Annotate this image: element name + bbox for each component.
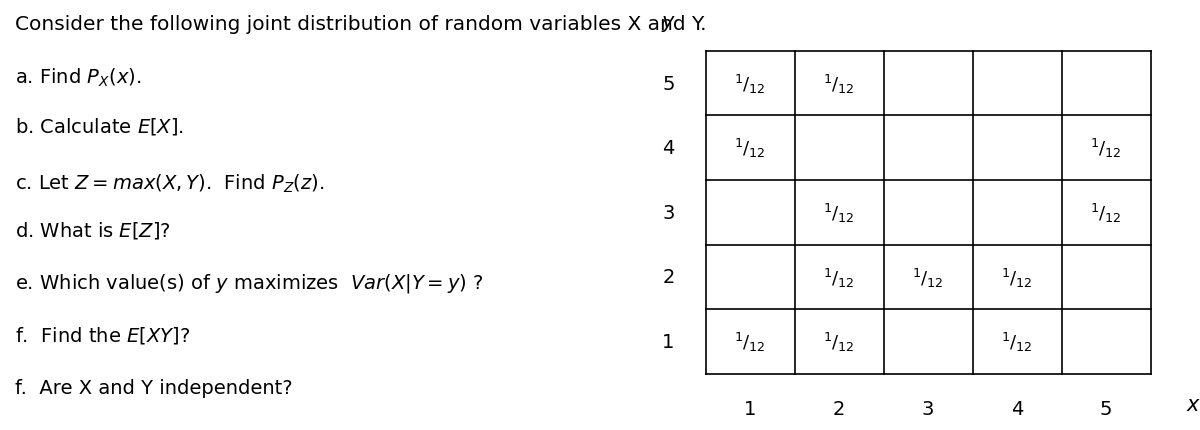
Text: $^{1}/_{12}$: $^{1}/_{12}$ [1091,137,1122,160]
Text: 5: 5 [662,74,674,93]
Text: $^{1}/_{12}$: $^{1}/_{12}$ [823,72,854,95]
Text: f.  Find the $E[XY]$?: f. Find the $E[XY]$? [14,325,190,346]
Text: $^{1}/_{12}$: $^{1}/_{12}$ [912,266,944,289]
Text: $^{1}/_{12}$: $^{1}/_{12}$ [1091,201,1122,224]
Text: 4: 4 [662,139,674,158]
Text: $^{1}/_{12}$: $^{1}/_{12}$ [823,330,854,353]
Text: $y$: $y$ [661,15,676,34]
Text: $^{1}/_{12}$: $^{1}/_{12}$ [823,201,854,224]
Text: a. Find $P_X(x)$.: a. Find $P_X(x)$. [14,67,142,89]
Text: Consider the following joint distribution of random variables X and Y.: Consider the following joint distributio… [14,15,706,34]
Text: $^{1}/_{12}$: $^{1}/_{12}$ [734,330,766,353]
Text: $^{1}/_{12}$: $^{1}/_{12}$ [1001,266,1033,289]
Text: 1: 1 [662,332,674,351]
Text: 4: 4 [1010,399,1024,418]
Text: c. Let $Z = max(X, Y)$.  Find $P_Z(z)$.: c. Let $Z = max(X, Y)$. Find $P_Z(z)$. [14,172,324,194]
Text: $^{1}/_{12}$: $^{1}/_{12}$ [734,137,766,160]
Text: f.  Are X and Y independent?: f. Are X and Y independent? [14,378,292,397]
Text: 2: 2 [662,268,674,287]
Text: 3: 3 [662,203,674,222]
Text: $^{1}/_{12}$: $^{1}/_{12}$ [734,72,766,95]
Text: 1: 1 [744,399,756,418]
Text: $^{1}/_{12}$: $^{1}/_{12}$ [1001,330,1033,353]
Text: 5: 5 [1100,399,1112,418]
Text: $^{1}/_{12}$: $^{1}/_{12}$ [823,266,854,289]
Text: 2: 2 [833,399,845,418]
Text: 3: 3 [922,399,935,418]
Text: b. Calculate $E[X]$.: b. Calculate $E[X]$. [14,116,184,137]
Text: $x$: $x$ [1187,394,1200,414]
Text: e. Which value(s) of $y$ maximizes  $Var(X|Y = y)$ ?: e. Which value(s) of $y$ maximizes $Var(… [14,271,482,294]
Text: d. What is $E[Z]$?: d. What is $E[Z]$? [14,219,170,240]
